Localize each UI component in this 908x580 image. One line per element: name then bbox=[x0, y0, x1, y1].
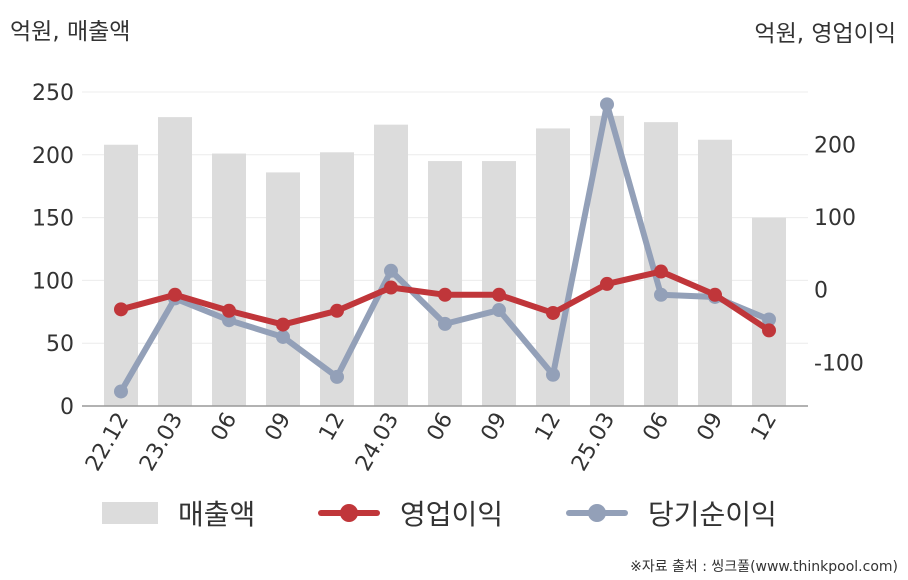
sales-bar bbox=[320, 152, 354, 406]
x-tick-label: 09 bbox=[693, 409, 729, 446]
x-tick-label: 06 bbox=[423, 409, 459, 446]
x-tick-label: 24.03 bbox=[351, 409, 404, 476]
legend-label-net-income: 당기순이익 bbox=[648, 498, 777, 531]
sales-bar bbox=[698, 139, 732, 406]
operating-profit-point bbox=[222, 303, 236, 318]
x-tick-label: 09 bbox=[477, 409, 513, 446]
profit-lines bbox=[114, 97, 776, 399]
operating-profit-point bbox=[438, 287, 452, 302]
legend-label-operating-profit: 영업이익 bbox=[400, 498, 504, 531]
x-tick-label: 22.12 bbox=[81, 409, 134, 476]
left-axis-unit: 억원, 매출액 bbox=[10, 19, 131, 45]
net-income-point bbox=[384, 263, 398, 278]
right-axis-unit: 억원, 영업이익 bbox=[754, 21, 896, 47]
x-tick-label: 09 bbox=[261, 409, 297, 446]
net-income-point bbox=[330, 369, 344, 384]
net-income-point bbox=[276, 329, 290, 344]
x-tick-label: 23.03 bbox=[135, 409, 188, 476]
operating-profit-point bbox=[600, 276, 614, 291]
source-credit: ※자료 출처 : 씽크풀(www.thinkpool.com) bbox=[630, 559, 898, 575]
y-right-tick-label: 100 bbox=[814, 206, 856, 231]
operating-profit-point bbox=[492, 287, 506, 302]
y-left-tick-label: 250 bbox=[32, 81, 74, 106]
operating-profit-point bbox=[546, 305, 560, 320]
y-left-tick-label: 0 bbox=[60, 395, 74, 420]
x-tick-label: 12 bbox=[531, 409, 567, 446]
operating-profit-point bbox=[708, 287, 722, 302]
y-left-tick-label: 50 bbox=[46, 332, 74, 357]
sales-bar bbox=[266, 172, 300, 406]
operating-profit-point bbox=[114, 302, 128, 317]
operating-profit-point bbox=[168, 287, 182, 302]
sales-bars bbox=[104, 115, 786, 407]
legend-item-operating-profit: 영업이익 bbox=[318, 490, 503, 536]
operating-profit-point bbox=[276, 317, 290, 332]
y-left-tick-label: 150 bbox=[32, 207, 74, 232]
operating-profit-point bbox=[384, 280, 398, 295]
net-income-point bbox=[546, 367, 560, 382]
sales-bar bbox=[482, 161, 516, 406]
sales-bar bbox=[644, 122, 678, 407]
x-tick-label: 12 bbox=[747, 409, 783, 446]
legend-item-net-income: 당기순이익 bbox=[566, 490, 777, 536]
y-left-tick-label: 200 bbox=[32, 144, 74, 169]
x-tick-label: 06 bbox=[207, 409, 243, 446]
y-right-tick-label: 0 bbox=[814, 279, 828, 304]
operating-profit-swatch bbox=[318, 501, 380, 525]
legend-label-sales: 매출액 bbox=[178, 498, 256, 531]
net-income-point bbox=[762, 312, 776, 327]
x-tick-label: 25.03 bbox=[567, 409, 620, 476]
operating-profit-point bbox=[762, 323, 776, 338]
net-income-point bbox=[114, 384, 128, 399]
y-left-tick-label: 100 bbox=[32, 269, 74, 294]
y-right-tick-label: 200 bbox=[814, 133, 856, 158]
net-income-point bbox=[438, 316, 452, 331]
sales-bar bbox=[428, 161, 462, 406]
x-tick-label: 06 bbox=[639, 409, 675, 446]
sales-swatch bbox=[102, 502, 158, 524]
legend-item-sales: 매출액 bbox=[102, 490, 255, 536]
x-tick-label: 12 bbox=[315, 409, 351, 446]
sales-bar bbox=[104, 144, 138, 406]
net-income-point bbox=[492, 303, 506, 318]
operating-profit-point bbox=[654, 264, 668, 279]
y-right-tick-label: -100 bbox=[814, 351, 864, 376]
operating-profit-point bbox=[330, 303, 344, 318]
legend: 매출액 영업이익 당기순이익 bbox=[0, 490, 908, 536]
sales-bar bbox=[158, 117, 192, 407]
net-income-point bbox=[654, 287, 668, 302]
sales-bar bbox=[212, 153, 246, 406]
net-income-point bbox=[600, 97, 614, 112]
net-income-swatch bbox=[566, 501, 628, 525]
